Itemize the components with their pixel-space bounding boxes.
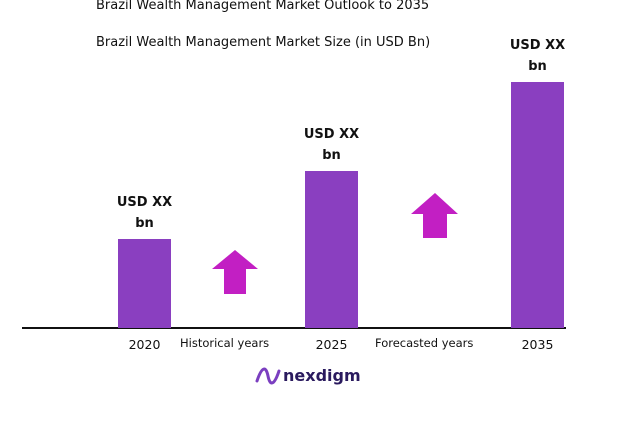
- value-label: USD XX bn: [303, 127, 360, 163]
- annotation: Historical years: [180, 336, 270, 350]
- value-label: USD XX bn: [116, 195, 173, 231]
- bar: [305, 171, 358, 328]
- x-tick-label: 2020: [128, 337, 161, 352]
- arrow: [411, 193, 458, 238]
- value-label: USD XX bn: [509, 38, 566, 74]
- logo-icon: [255, 367, 281, 385]
- bar: [511, 82, 564, 328]
- x-tick-label: 2025: [315, 337, 348, 352]
- chart-subtitle: Brazil Wealth Management Market Size (in…: [96, 35, 431, 50]
- x-tick-label: 2035: [521, 337, 554, 352]
- annotation: Forecasted years: [375, 336, 474, 350]
- chart-title: Brazil Wealth Management Market Outlook …: [96, 0, 430, 13]
- bar: [118, 239, 171, 328]
- brand: nexdigm: [283, 366, 361, 385]
- arrow: [212, 250, 258, 294]
